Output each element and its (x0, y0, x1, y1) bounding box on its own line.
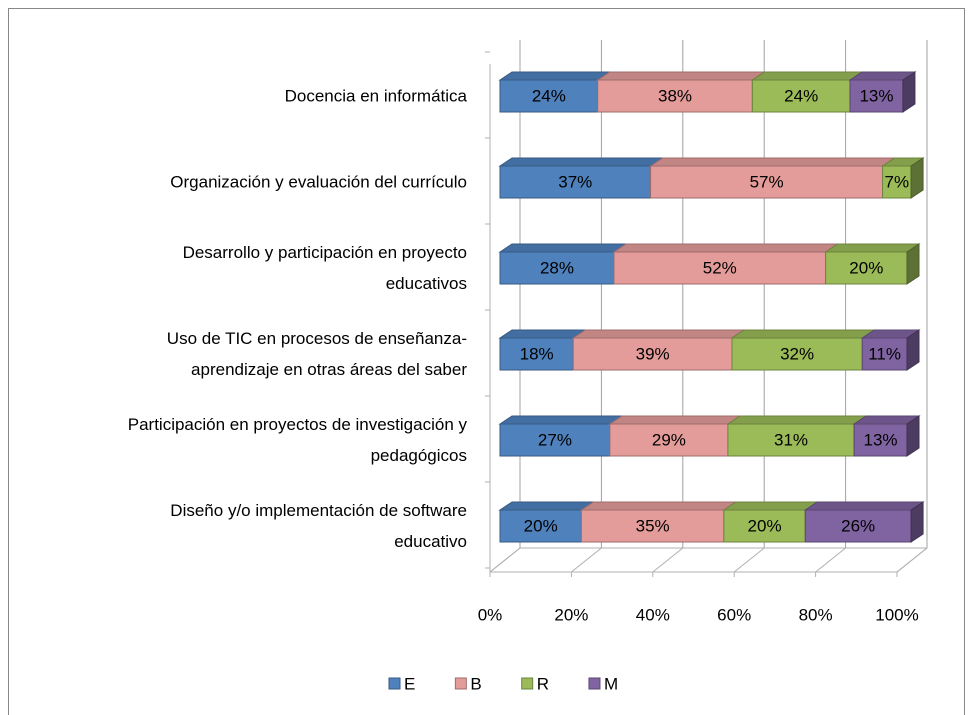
bar (499, 79, 599, 113)
bar (609, 423, 729, 457)
x-tick-label: 0% (478, 605, 503, 624)
legend-label: B (470, 674, 481, 693)
bar (572, 337, 733, 371)
legend-label: E (404, 674, 415, 693)
legend-swatch (588, 677, 601, 690)
x-tick-label: 100% (875, 605, 918, 624)
bar-side (910, 501, 924, 543)
bar-top (571, 329, 746, 339)
value-label: 39% (636, 344, 670, 363)
bar-top (648, 157, 897, 167)
category-label: pedagógicos (371, 446, 467, 465)
bar-top (498, 501, 596, 511)
value-label: 24% (784, 86, 818, 105)
category-label: Docencia en informática (285, 86, 468, 105)
value-label: 13% (859, 86, 893, 105)
category-label: Organización y evaluación del currículo (170, 172, 467, 191)
grid-floor (652, 547, 684, 573)
x-tick-label: 20% (554, 605, 588, 624)
bar (861, 337, 908, 371)
value-label: 28% (540, 258, 574, 277)
x-tick-label: 80% (799, 605, 833, 624)
grid-floor (571, 547, 602, 573)
bar-top (498, 157, 665, 167)
bar (825, 251, 908, 285)
left-wall (489, 64, 521, 574)
value-label: 52% (703, 258, 737, 277)
value-label: 29% (652, 430, 686, 449)
bar (849, 79, 904, 113)
bar-top (726, 415, 868, 425)
bar (580, 509, 725, 543)
x-tick-label: 40% (636, 605, 670, 624)
value-label: 20% (849, 258, 883, 277)
bar-side (902, 71, 916, 113)
value-label: 13% (864, 430, 898, 449)
category-label: aprendizaje en otras áreas del saber (191, 360, 467, 379)
back-wall (519, 40, 927, 549)
value-label: 20% (748, 516, 782, 535)
bar (853, 423, 908, 457)
bar-top (596, 71, 766, 81)
bar-top (579, 501, 738, 511)
bar-top (608, 415, 742, 425)
x-tick-label: 60% (717, 605, 751, 624)
legend-label: R (537, 674, 549, 693)
bar-top (498, 415, 624, 425)
bar-top (612, 243, 840, 253)
legend-swatch (388, 677, 401, 690)
bar-top (823, 243, 921, 253)
grid-floor (896, 547, 928, 573)
grid-floor (815, 547, 846, 573)
category-label: Uso de TIC en procesos de enseñanza- (167, 329, 467, 348)
value-label: 11% (868, 344, 901, 363)
value-label: 32% (780, 344, 814, 363)
bar-side (910, 157, 924, 199)
legend-label: M (604, 674, 618, 693)
bar-top (803, 501, 925, 511)
value-label: 27% (538, 430, 572, 449)
bar-top (750, 71, 864, 81)
chart-border (8, 8, 965, 715)
value-label: 37% (558, 172, 592, 191)
value-label: 24% (532, 86, 566, 105)
bar (499, 509, 582, 543)
bar (597, 79, 753, 113)
bar-top (722, 501, 819, 511)
bar-top (730, 329, 876, 339)
legend-swatch (454, 677, 467, 690)
value-label: 20% (524, 516, 558, 535)
value-label: 38% (658, 86, 692, 105)
bar-top (498, 71, 612, 81)
value-label: 26% (841, 516, 875, 535)
value-label: 35% (636, 516, 670, 535)
category-label: Participación en proyectos de investigac… (128, 415, 468, 434)
bar-side (906, 329, 920, 371)
floor-edge (490, 547, 928, 573)
value-label: 18% (520, 344, 554, 363)
bar (723, 509, 806, 543)
bar-side (906, 415, 920, 457)
bar-top (498, 243, 628, 253)
bar (499, 251, 615, 285)
value-label: 7% (885, 172, 910, 191)
value-label: 57% (750, 172, 784, 191)
bar (751, 79, 851, 113)
category-label: Desarrollo y participación en proyecto (183, 243, 467, 262)
grid-floor (489, 547, 521, 573)
legend-swatch (521, 677, 534, 690)
bar (727, 423, 855, 457)
bar (499, 337, 574, 371)
bar-top (498, 329, 587, 339)
value-label: 31% (774, 430, 808, 449)
category-label: Diseño y/o implementación de software (170, 501, 467, 520)
bar-side (906, 243, 920, 285)
category-label: educativo (394, 532, 467, 551)
category-label: educativos (386, 274, 467, 293)
grid-floor (733, 547, 765, 573)
bar (499, 165, 652, 199)
